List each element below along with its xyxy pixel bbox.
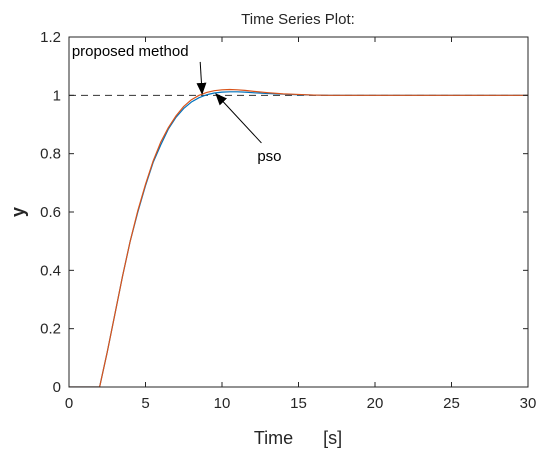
- x-tick-label: 30: [520, 395, 537, 412]
- y-tick-label: 0.4: [40, 262, 61, 279]
- y-tick-label: 0.2: [40, 321, 61, 338]
- x-tick-label: 10: [214, 395, 231, 412]
- y-axis-label: y: [8, 207, 28, 217]
- y-tick-label: 1: [53, 87, 61, 104]
- y-tick-label: 0.6: [40, 204, 61, 221]
- annotation-arrow: [196, 61, 207, 95]
- x-tick-label: 15: [290, 395, 307, 412]
- x-tick-label: 25: [443, 395, 460, 412]
- annotation-arrow: [215, 93, 262, 144]
- annotation-label: pso: [257, 148, 281, 165]
- chart-title: Time Series Plot:: [241, 11, 355, 28]
- x-axis-label: Time [s]: [254, 428, 342, 448]
- x-tick-label: 5: [141, 395, 149, 412]
- y-tick-label: 0: [53, 379, 61, 396]
- x-tick-label: 20: [367, 395, 384, 412]
- y-tick-label: 0.8: [40, 146, 61, 163]
- annotation-label: proposed method: [72, 43, 189, 60]
- x-tick-label: 0: [65, 395, 73, 412]
- series-line-2: [69, 88, 528, 387]
- y-tick-label: 1.2: [40, 29, 61, 46]
